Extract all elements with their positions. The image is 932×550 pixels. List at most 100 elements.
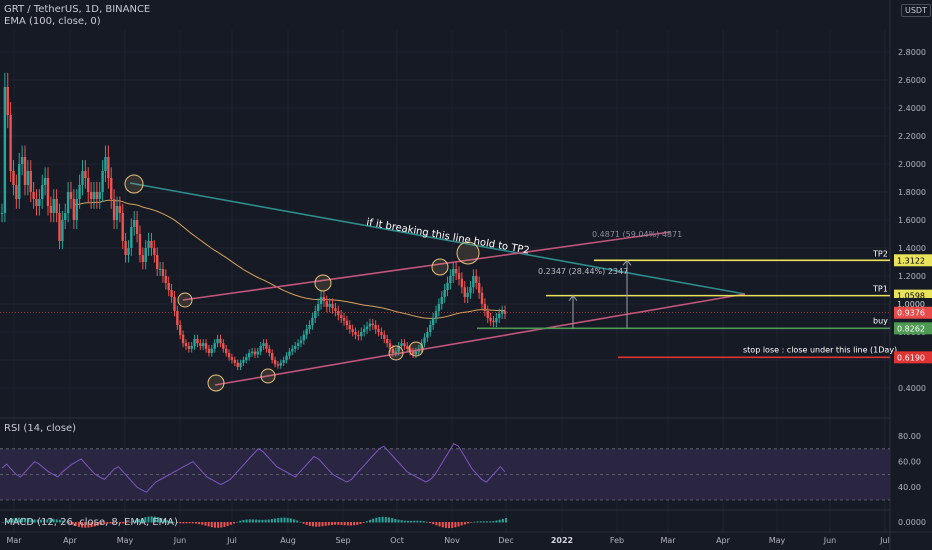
candle-body — [43, 178, 47, 185]
macd-histogram-bar — [175, 522, 178, 523]
candle-body — [227, 353, 231, 358]
highlight-circle — [177, 292, 193, 308]
macd-histogram-bar — [14, 517, 17, 523]
candle-body — [187, 346, 191, 349]
candle-body — [135, 220, 139, 234]
candle-body — [144, 248, 147, 262]
candle-body — [124, 241, 127, 255]
macd-histogram-bar — [270, 519, 273, 523]
macd-histogram-bar — [204, 522, 207, 526]
macd-histogram-bar — [17, 517, 20, 523]
candle-body — [210, 348, 214, 353]
candle-body — [256, 351, 260, 355]
macd-histogram-bar — [169, 521, 172, 523]
candle-body — [69, 192, 73, 199]
candle-body — [20, 157, 24, 164]
price-tick-label: 1.4000 — [898, 244, 926, 253]
rsi-tick-label: 80.00 — [898, 432, 921, 441]
last-price-tag-bg — [894, 306, 932, 319]
macd-histogram-bar — [242, 520, 245, 523]
macd-histogram-bar — [141, 518, 144, 523]
candle-body — [158, 269, 162, 270]
candle-body — [374, 325, 377, 330]
macd-histogram-bar — [198, 522, 201, 525]
macd-histogram-bar — [125, 522, 128, 524]
macd-histogram-bar — [128, 522, 131, 523]
rsi-line — [1, 443, 506, 493]
candle-body — [61, 220, 64, 241]
highlight-circle — [260, 368, 276, 384]
macd-histogram-bar — [153, 516, 156, 523]
macd-histogram-bar — [182, 522, 185, 524]
macd-histogram-bar — [138, 519, 141, 523]
macd-histogram-bar — [327, 522, 330, 526]
macd-histogram-bar — [454, 522, 457, 528]
macd-histogram-bar — [482, 521, 485, 523]
candle-body — [170, 290, 173, 297]
macd-histogram-bar — [96, 522, 99, 526]
macd-histogram-bar — [416, 520, 419, 523]
candle-body — [110, 178, 113, 199]
macd-histogram-bar — [62, 520, 65, 523]
candle-body — [495, 318, 498, 323]
candle-body — [202, 343, 205, 346]
time-axis[interactable]: Mar Apr May Jun Jul Aug Sep Oct Nov Dec 2022 Feb Mar… — [6, 536, 889, 545]
stop-loss-label: stop lose : close under this line (1Day) — [743, 345, 897, 354]
macd-histogram-bar — [444, 522, 447, 528]
candle-body — [354, 332, 357, 335]
macd-histogram-bar — [321, 522, 324, 527]
candle-body — [483, 304, 487, 311]
ema-indicator-label[interactable]: EMA (100, close, 0) — [4, 16, 101, 27]
macd-histogram-bar — [283, 517, 286, 523]
macd-histogram-bar — [213, 522, 216, 528]
macd-histogram-bar — [280, 517, 283, 523]
macd-histogram-bar — [264, 519, 267, 523]
candle-body — [230, 357, 234, 360]
candle-body — [156, 255, 159, 269]
candle-body — [328, 304, 331, 307]
macd-histogram-bar — [346, 522, 349, 526]
candle-body — [87, 178, 90, 192]
macd-histogram-bar — [147, 516, 150, 523]
candle-body — [167, 283, 170, 290]
candle-body — [46, 178, 50, 206]
currency-badge[interactable]: USDT — [901, 4, 931, 17]
candle-body — [150, 241, 153, 248]
time-tick-label: 2022 — [551, 536, 573, 545]
time-tick-label: Jun — [823, 536, 837, 545]
macd-indicator-label[interactable]: MACD (12, 26, close, 8, EMA, EMA) — [4, 517, 178, 528]
candle-body — [265, 343, 268, 349]
tp2-measure-label: 0.4871 (59.04%) 4871 — [592, 230, 682, 239]
macd-histogram-bar — [315, 522, 318, 527]
macd-histogram-bar — [501, 518, 504, 523]
rsi-indicator-label[interactable]: RSI (14, close) — [4, 423, 77, 434]
candle-body — [475, 276, 478, 283]
stop-price-tag-bg — [894, 351, 932, 364]
candle-body — [58, 213, 61, 241]
candle-body — [469, 287, 472, 293]
candle-body — [426, 332, 429, 338]
macd-histogram-bar — [90, 522, 93, 528]
macd-histogram-bar — [58, 519, 61, 523]
macd-histogram-bar — [296, 520, 299, 523]
candle-body — [64, 213, 67, 220]
macd-histogram-bar — [470, 522, 473, 523]
macd-histogram-bar — [236, 521, 239, 523]
macd-histogram-bar — [232, 522, 235, 524]
candle-body — [380, 332, 383, 335]
macd-histogram-bar — [448, 522, 451, 529]
price-axis[interactable]: 2.8000 2.6000 2.4000 2.2000 2.0000 1.8000 1.60… — [894, 48, 932, 527]
macd-histogram-bar — [144, 517, 147, 523]
macd-histogram-bar — [30, 519, 33, 523]
macd-histogram-bar — [81, 522, 84, 528]
symbol-title[interactable]: GRT / TetherUS, 1D, BINANCE — [4, 4, 151, 15]
candle-body — [345, 320, 349, 325]
macd-histogram-bar — [39, 519, 42, 523]
macd-histogram-bar — [112, 522, 115, 524]
candle-body — [434, 311, 438, 318]
candle-body — [245, 357, 248, 360]
candle-body — [101, 171, 104, 192]
macd-histogram-bar — [457, 522, 460, 527]
candle-body — [311, 318, 314, 325]
